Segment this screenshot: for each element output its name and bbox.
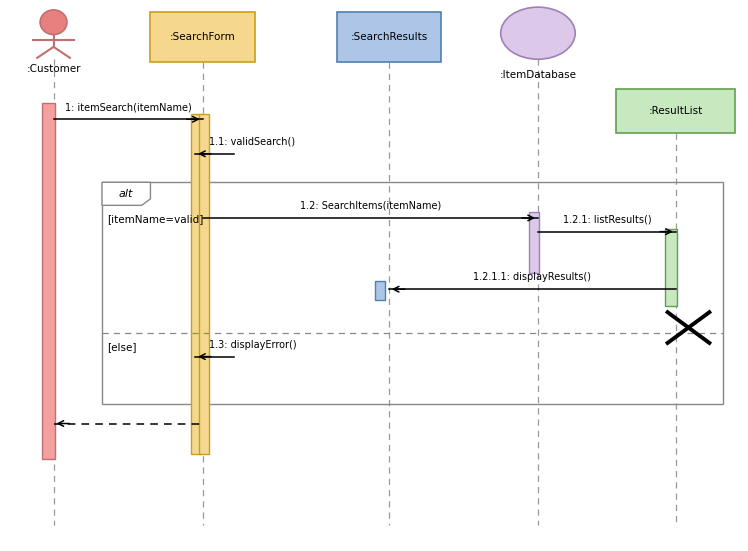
Bar (337, 12, 441, 62)
Bar (150, 12, 255, 62)
Bar (42, 103, 55, 459)
Text: [else]: [else] (107, 342, 137, 352)
Text: 1: itemSearch(itemName): 1: itemSearch(itemName) (64, 102, 191, 112)
Text: :ResultList: :ResultList (649, 106, 703, 116)
Text: 1.3: displayError(): 1.3: displayError() (209, 339, 296, 349)
Polygon shape (102, 182, 150, 206)
Text: 1.2: SearchItems(itemName): 1.2: SearchItems(itemName) (300, 201, 441, 211)
Bar (530, 213, 539, 273)
Ellipse shape (500, 7, 575, 59)
Text: 1.1: validSearch(): 1.1: validSearch() (209, 137, 295, 147)
Bar (375, 281, 384, 300)
Text: alt: alt (119, 189, 133, 199)
Text: [itemName=valid]: [itemName=valid] (107, 214, 203, 224)
Ellipse shape (40, 10, 67, 35)
Text: :SearchResults: :SearchResults (350, 32, 428, 42)
Bar (191, 114, 201, 453)
Text: :ItemDatabase: :ItemDatabase (500, 70, 577, 80)
Text: :SearchForm: :SearchForm (170, 32, 236, 42)
Bar (102, 182, 723, 404)
Text: 1.2.1: listResults(): 1.2.1: listResults() (562, 214, 652, 224)
Text: 1.2.1.1: displayResults(): 1.2.1.1: displayResults() (473, 272, 592, 282)
Bar (199, 114, 209, 453)
Bar (616, 89, 735, 133)
Text: :Customer: :Customer (26, 64, 81, 74)
Bar (665, 229, 676, 306)
